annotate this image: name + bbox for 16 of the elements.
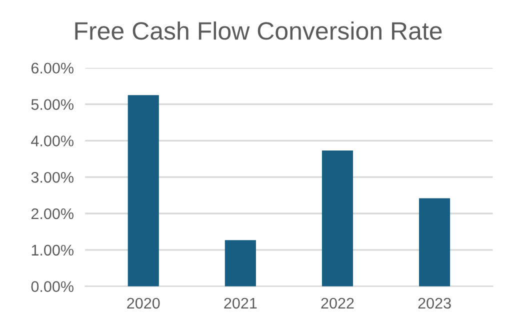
y-tick-label: 3.00%: [31, 172, 74, 183]
bar: [128, 95, 159, 286]
bar: [224, 240, 256, 286]
bar: [419, 198, 450, 286]
y-tick-label: 6.00%: [31, 62, 74, 74]
x-tick-label: 2022: [321, 298, 354, 309]
bar: [322, 150, 354, 286]
chart-title: Free Cash Flow Conversion Rate: [75, 21, 442, 40]
y-tick-label: 0.00%: [31, 281, 74, 292]
x-tick-label: 2023: [418, 298, 451, 309]
x-tick-label: 2021: [224, 298, 257, 309]
y-tick-label: 4.00%: [31, 136, 74, 146]
x-tick-label: 2020: [127, 298, 160, 309]
y-tick-label: 1.00%: [32, 244, 74, 256]
y-tick-label: 5.00%: [31, 99, 74, 110]
y-tick-label: 2.00%: [31, 208, 74, 220]
